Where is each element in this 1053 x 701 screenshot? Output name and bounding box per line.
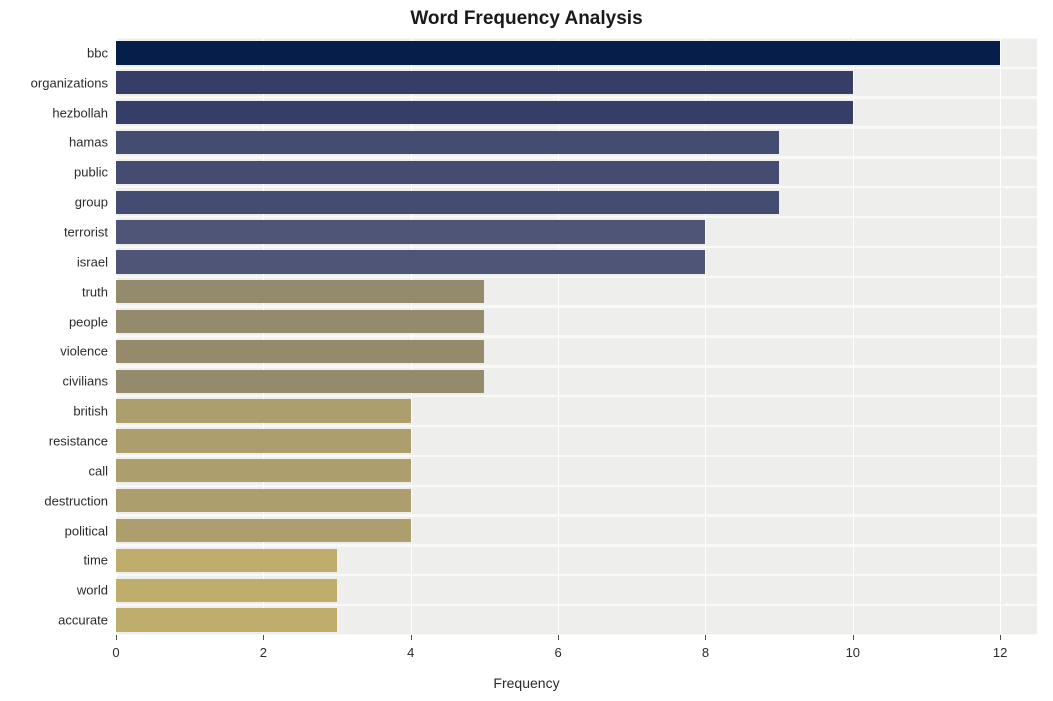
- y-tick-label: destruction: [44, 493, 116, 508]
- y-tick-label: time: [83, 553, 116, 568]
- bar: [116, 519, 411, 542]
- y-tick-label: israel: [77, 254, 116, 269]
- bar: [116, 370, 484, 393]
- y-tick-label: truth: [82, 284, 116, 299]
- bar: [116, 340, 484, 363]
- y-tick-label: terrorist: [64, 225, 116, 240]
- bar: [116, 161, 779, 184]
- y-tick-label: resistance: [49, 433, 116, 448]
- bar: [116, 101, 853, 124]
- y-tick-label: accurate: [58, 613, 116, 628]
- y-tick-label: violence: [60, 344, 116, 359]
- bar: [116, 399, 411, 422]
- bar: [116, 549, 337, 572]
- y-tick-label: civilians: [62, 374, 116, 389]
- x-tick-label: 2: [260, 635, 267, 660]
- grid-line: [1000, 38, 1001, 635]
- grid-line: [705, 38, 706, 635]
- x-tick-label: 6: [554, 635, 561, 660]
- bar: [116, 220, 705, 243]
- y-tick-label: hamas: [69, 135, 116, 150]
- y-tick-label: organizations: [31, 75, 116, 90]
- bar: [116, 71, 853, 94]
- bar: [116, 429, 411, 452]
- bar: [116, 41, 1000, 64]
- y-tick-label: hezbollah: [52, 105, 116, 120]
- bar: [116, 131, 779, 154]
- chart-title: Word Frequency Analysis: [0, 8, 1053, 30]
- y-tick-label: bbc: [87, 45, 116, 60]
- x-tick-label: 12: [993, 635, 1007, 660]
- word-frequency-chart: Word Frequency Analysis 024681012bbcorga…: [0, 0, 1053, 701]
- grid-line: [558, 38, 559, 635]
- bar: [116, 250, 705, 273]
- plot-area: 024681012bbcorganizationshezbollahhamasp…: [116, 38, 1037, 635]
- bar: [116, 489, 411, 512]
- y-tick-label: public: [74, 165, 116, 180]
- x-tick-label: 0: [112, 635, 119, 660]
- bar: [116, 280, 484, 303]
- grid-line: [116, 38, 117, 635]
- x-tick-label: 8: [702, 635, 709, 660]
- x-tick-label: 10: [846, 635, 860, 660]
- bar: [116, 579, 337, 602]
- grid-line: [263, 38, 264, 635]
- grid-line: [853, 38, 854, 635]
- bar: [116, 310, 484, 333]
- bar: [116, 459, 411, 482]
- y-tick-label: group: [75, 195, 116, 210]
- x-axis-title: Frequency: [0, 675, 1053, 691]
- bar: [116, 608, 337, 631]
- bar: [116, 191, 779, 214]
- y-tick-label: british: [73, 404, 116, 419]
- y-tick-label: call: [88, 463, 116, 478]
- grid-line: [411, 38, 412, 635]
- y-tick-label: political: [65, 523, 116, 538]
- x-tick-label: 4: [407, 635, 414, 660]
- y-tick-label: people: [69, 314, 116, 329]
- y-tick-label: world: [77, 583, 116, 598]
